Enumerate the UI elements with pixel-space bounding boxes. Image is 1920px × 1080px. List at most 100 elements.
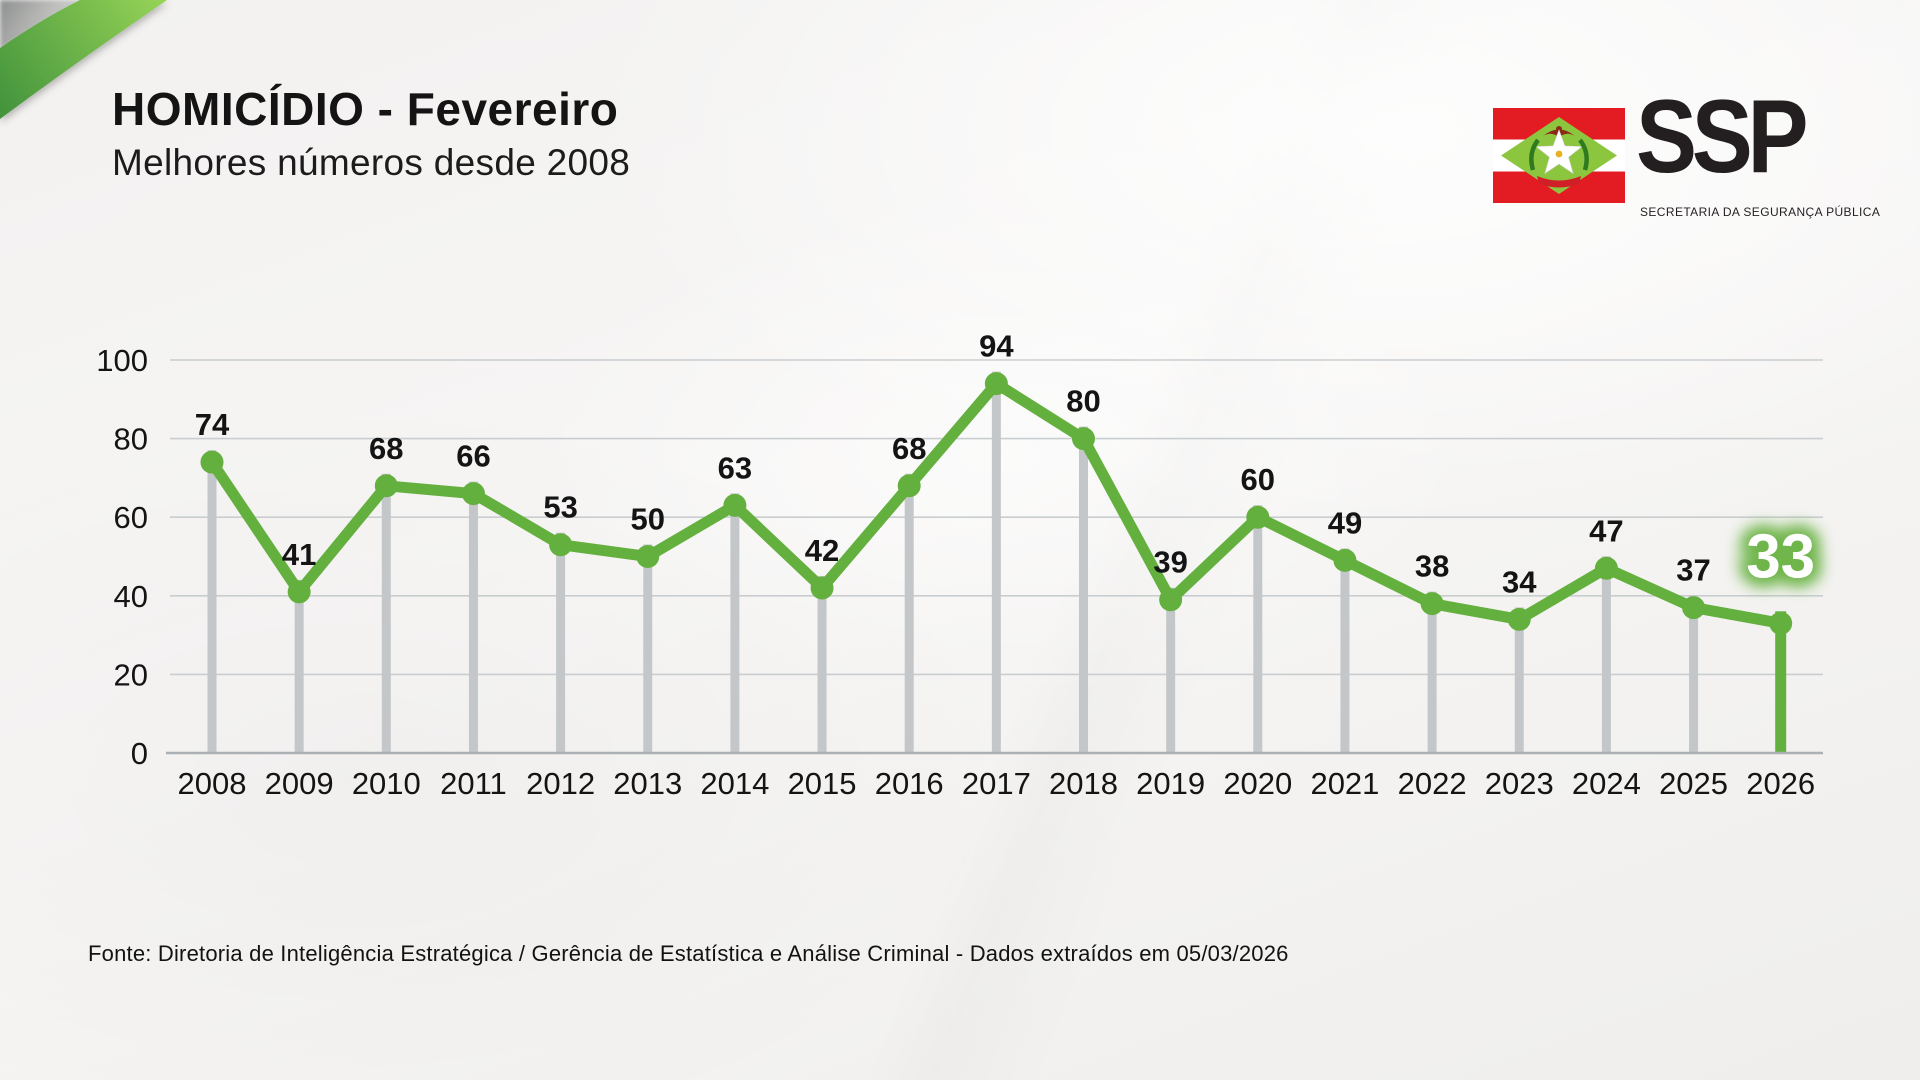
highlight-value-glow-inner: 33 (1746, 522, 1815, 591)
x-tick-label-2019: 2019 (1136, 766, 1205, 801)
source-note: Fonte: Diretoria de Inteligência Estraté… (88, 941, 1289, 966)
x-tick-label-2018: 2018 (1049, 766, 1118, 801)
footer: Fonte: Diretoria de Inteligência Estraté… (88, 941, 1289, 967)
santa-catarina-flag-icon (1493, 108, 1625, 203)
data-point-2023 (1507, 607, 1531, 631)
corner-swoosh-decoration (0, 0, 167, 119)
data-point-2010 (374, 474, 398, 498)
y-tick-label-80: 80 (114, 422, 148, 457)
value-label-2016: 68 (892, 431, 926, 466)
highlight-value-label: 33 (1746, 522, 1815, 591)
data-point-2021 (1333, 548, 1357, 572)
x-tick-label-2013: 2013 (613, 766, 682, 801)
value-label-2011: 66 (456, 439, 490, 474)
drop-line-2014 (730, 493, 740, 753)
x-tick-label-2008: 2008 (178, 766, 247, 801)
data-point-2022 (1420, 592, 1444, 616)
green-swoosh-shape (0, 0, 167, 119)
y-tick-label-0: 0 (131, 736, 148, 771)
value-label-2019: 39 (1153, 545, 1187, 580)
y-tick-label-100: 100 (96, 343, 148, 378)
value-label-2020: 60 (1241, 462, 1275, 497)
coat-of-arms (1529, 126, 1589, 188)
data-point-2015 (810, 576, 834, 600)
value-label-2024: 47 (1589, 513, 1623, 548)
data-point-2014 (723, 493, 747, 517)
value-label-2023: 34 (1502, 564, 1537, 599)
drop-line-2021 (1340, 548, 1350, 753)
x-tick-label-2014: 2014 (700, 766, 769, 801)
data-point-2025 (1682, 596, 1706, 620)
x-tick-label-2012: 2012 (526, 766, 595, 801)
y-tick-label-40: 40 (114, 579, 148, 614)
highlight-value-glow: 33 (1746, 522, 1815, 591)
x-tick-label-2016: 2016 (875, 766, 944, 801)
data-point-2018 (1072, 427, 1095, 451)
value-label-2015: 42 (805, 533, 839, 568)
corner-shadow-shape (0, 0, 84, 50)
data-point-2013 (636, 545, 660, 568)
drop-line-2022 (1427, 591, 1437, 753)
data-point-2009 (287, 580, 311, 604)
value-label-2022: 38 (1415, 549, 1449, 584)
data-point-2017 (984, 372, 1008, 396)
value-label-2008: 74 (195, 407, 230, 442)
data-point-2011 (461, 482, 485, 506)
x-tick-label-2023: 2023 (1485, 766, 1554, 801)
x-tick-label-2026: 2026 (1746, 766, 1815, 801)
data-point-2012 (549, 533, 573, 557)
drop-line-2020 (1253, 505, 1263, 753)
drop-line-2019 (1166, 587, 1176, 753)
page-title: HOMICÍDIO - Fevereiro (112, 83, 619, 135)
value-label-2010: 68 (369, 431, 403, 466)
drop-line-2025 (1689, 595, 1699, 753)
drop-line-2018 (1079, 426, 1088, 753)
page-subtitle: Melhores números desde 2008 (112, 141, 631, 183)
drop-line-2013 (643, 544, 653, 753)
value-label-2018: 80 (1066, 384, 1100, 419)
drop-line-2012 (556, 532, 566, 753)
drop-line-2011 (468, 481, 478, 753)
x-tick-label-2022: 2022 (1398, 766, 1467, 801)
value-label-2025: 37 (1676, 553, 1710, 588)
logo-org-name: SECRETARIA DA SEGURANÇA PÚBLICA (1640, 205, 1881, 219)
x-tick-label-2011: 2011 (440, 766, 507, 801)
logo-abbreviation: SSP (1636, 79, 1809, 195)
x-tick-label-2009: 2009 (265, 766, 334, 801)
x-tick-label-2020: 2020 (1223, 766, 1292, 801)
x-tick-label-2017: 2017 (962, 766, 1031, 801)
value-label-2017: 94 (979, 329, 1014, 364)
x-tick-label-2021: 2021 (1310, 766, 1379, 801)
value-label-2013: 50 (631, 502, 665, 537)
drop-line-2016 (904, 473, 914, 753)
drop-line-2008 (207, 450, 217, 753)
x-tick-label-2025: 2025 (1659, 766, 1728, 801)
drop-line-2017 (991, 371, 1001, 753)
x-tick-label-2024: 2024 (1572, 766, 1641, 801)
drop-line-2015 (817, 575, 827, 753)
y-tick-label-20: 20 (114, 657, 148, 692)
data-point-2026 (1769, 611, 1793, 635)
x-tick-label-2015: 2015 (788, 766, 857, 801)
data-point-2020 (1246, 505, 1270, 529)
y-tick-label-60: 60 (114, 500, 148, 535)
value-label-2014: 63 (718, 450, 752, 485)
drop-line-2024 (1601, 556, 1611, 753)
value-label-2012: 53 (543, 490, 577, 525)
drop-line-2009 (294, 579, 304, 753)
header: HOMICÍDIO - Fevereiro Melhores números d… (112, 84, 630, 184)
value-label-2021: 49 (1328, 505, 1362, 540)
x-tick-label-2010: 2010 (352, 766, 421, 801)
drop-line-2026 (1775, 611, 1787, 753)
logo-text: SSP SECRETARIA DA SEGURANÇA PÚBLICA (1636, 85, 1880, 219)
data-point-2016 (897, 474, 921, 498)
drop-line-2010 (381, 473, 391, 753)
ssp-logo: SSP SECRETARIA DA SEGURANÇA PÚBLICA (1493, 85, 1880, 219)
drop-line-2023 (1514, 607, 1524, 753)
data-point-2019 (1159, 588, 1183, 612)
data-point-2008 (200, 450, 224, 474)
data-point-2024 (1594, 556, 1618, 580)
value-label-2009: 41 (282, 537, 316, 572)
